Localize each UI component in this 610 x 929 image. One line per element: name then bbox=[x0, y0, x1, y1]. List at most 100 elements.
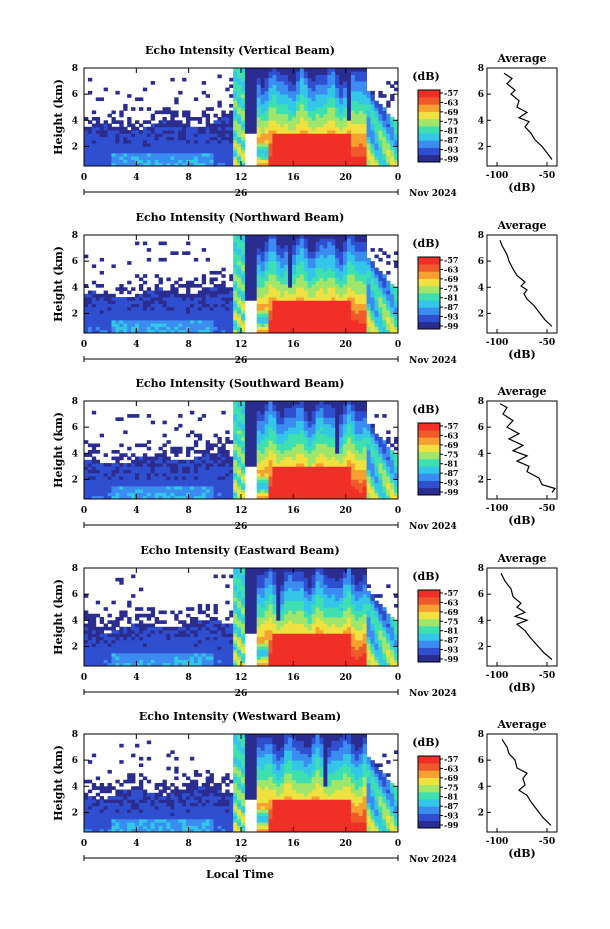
heatmap-cell bbox=[331, 313, 336, 318]
heatmap-cell bbox=[315, 459, 320, 464]
heatmap-cell bbox=[358, 248, 364, 252]
heatmap-cell bbox=[201, 287, 207, 291]
heatmap-cell bbox=[201, 310, 207, 314]
heatmap-cell bbox=[127, 139, 132, 144]
heatmap-cell bbox=[280, 482, 285, 487]
heatmap-cell bbox=[311, 74, 316, 79]
heatmap-cell bbox=[295, 300, 301, 304]
heatmap-cell bbox=[354, 139, 360, 144]
heatmap-cell bbox=[268, 120, 273, 124]
heatmap-cell bbox=[248, 71, 254, 75]
heatmap-cell bbox=[217, 284, 222, 288]
heatmap-cell bbox=[390, 303, 395, 308]
heatmap-cell bbox=[186, 469, 191, 474]
heatmap-cell bbox=[350, 77, 356, 82]
heatmap-cell bbox=[295, 463, 301, 467]
heatmap-cell bbox=[386, 126, 391, 131]
heatmap-cell bbox=[170, 495, 175, 500]
heatmap-cell bbox=[390, 297, 395, 301]
heatmap-cell bbox=[280, 293, 285, 298]
heatmap-cell bbox=[323, 277, 328, 282]
heatmap-cell bbox=[299, 123, 305, 128]
heatmap-cell bbox=[241, 257, 246, 262]
heatmap-cell bbox=[350, 143, 356, 147]
heatmap-cell bbox=[299, 90, 305, 95]
heatmap-cell bbox=[339, 94, 344, 98]
heatmap-cell bbox=[358, 103, 364, 108]
heatmap-cell bbox=[217, 450, 222, 454]
heatmap-cell bbox=[264, 489, 269, 493]
heatmap-cell bbox=[158, 287, 163, 291]
heatmap-cell bbox=[315, 74, 320, 79]
heatmap-cell bbox=[213, 329, 218, 334]
heatmap-cell bbox=[366, 306, 371, 311]
heatmap-cell bbox=[264, 254, 269, 259]
heatmap-cell bbox=[217, 103, 222, 108]
heatmap-cell bbox=[315, 244, 320, 249]
heatmap-cell bbox=[288, 417, 293, 421]
heatmap-cell bbox=[142, 300, 148, 304]
heatmap-cell bbox=[335, 485, 340, 490]
heatmap-cell bbox=[350, 280, 356, 285]
heatmap-cell bbox=[119, 482, 124, 487]
heatmap-cell bbox=[256, 146, 262, 151]
heatmap-cell bbox=[174, 319, 179, 324]
heatmap-cell bbox=[111, 303, 116, 308]
heatmap-cell bbox=[382, 306, 387, 311]
heatmap-cell bbox=[123, 489, 128, 493]
heatmap-cell bbox=[252, 277, 258, 282]
heatmap-cell bbox=[209, 306, 214, 311]
heatmap-cell bbox=[370, 264, 375, 269]
heatmap-cell bbox=[280, 319, 285, 324]
heatmap-cell bbox=[166, 120, 171, 124]
heatmap-cell bbox=[209, 313, 214, 318]
heatmap-cell bbox=[280, 94, 285, 98]
heatmap-cell bbox=[288, 136, 293, 141]
heatmap-cell bbox=[256, 254, 262, 259]
heatmap-cell bbox=[248, 443, 254, 448]
heatmap-cell bbox=[111, 149, 116, 154]
heatmap-cell bbox=[319, 492, 324, 497]
heatmap-cell bbox=[394, 139, 399, 144]
heatmap-cell bbox=[221, 280, 226, 285]
heatmap-cell bbox=[350, 162, 356, 167]
heatmap-cell bbox=[182, 297, 187, 301]
heatmap-cell bbox=[193, 495, 199, 500]
heatmap-cell bbox=[193, 97, 199, 102]
heatmap-cell bbox=[311, 410, 316, 415]
heatmap-cell bbox=[115, 466, 120, 470]
heatmap-cell bbox=[252, 440, 258, 444]
heatmap-cell bbox=[382, 126, 387, 131]
heatmap-cell bbox=[307, 126, 313, 131]
heatmap-cell bbox=[150, 476, 156, 480]
heatmap-cell bbox=[201, 485, 207, 490]
heatmap-cell bbox=[131, 303, 136, 308]
heatmap-cell bbox=[174, 297, 179, 301]
heatmap-cell bbox=[339, 443, 344, 448]
heatmap-cell bbox=[154, 300, 159, 304]
heatmap-cell bbox=[319, 469, 324, 474]
heatmap-cell bbox=[319, 414, 324, 418]
heatmap-cell bbox=[241, 489, 246, 493]
colorbar-swatch bbox=[418, 104, 440, 112]
heatmap-cell bbox=[142, 136, 148, 141]
heatmap-cell bbox=[154, 146, 159, 151]
heatmap-cell bbox=[276, 310, 281, 314]
heatmap-cell bbox=[319, 446, 324, 451]
heatmap-cell bbox=[311, 489, 316, 493]
heatmap-cell bbox=[339, 126, 344, 131]
heatmap-cell bbox=[284, 466, 289, 470]
heatmap-cell bbox=[205, 107, 211, 111]
heatmap-cell bbox=[280, 254, 285, 259]
heatmap-cell bbox=[343, 300, 348, 304]
heatmap-cell bbox=[331, 423, 336, 428]
heatmap-cell bbox=[327, 71, 332, 75]
heatmap-cell bbox=[272, 453, 277, 457]
heatmap-cell bbox=[248, 453, 254, 457]
heatmap-cell bbox=[307, 120, 313, 124]
heatmap-cell bbox=[115, 479, 120, 484]
heatmap-cell bbox=[295, 97, 301, 102]
heatmap-cell bbox=[346, 136, 352, 141]
heatmap-cell bbox=[135, 456, 140, 461]
heatmap-cell bbox=[303, 306, 309, 311]
